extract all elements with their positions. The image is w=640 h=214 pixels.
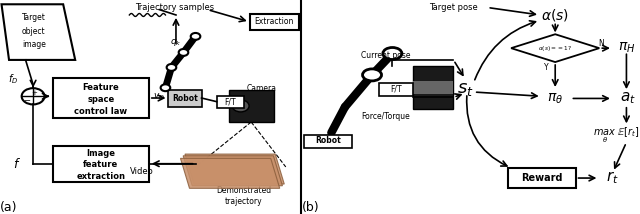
Text: $\alpha(s)$: $\alpha(s)$ (541, 7, 569, 23)
Text: Trajectory samples: Trajectory samples (135, 3, 214, 12)
Polygon shape (511, 34, 599, 62)
FancyBboxPatch shape (228, 90, 274, 122)
FancyBboxPatch shape (508, 168, 575, 188)
Text: Robot: Robot (172, 94, 198, 103)
Text: Demonstrated: Demonstrated (216, 186, 271, 195)
Polygon shape (185, 154, 284, 184)
FancyBboxPatch shape (413, 66, 453, 109)
FancyBboxPatch shape (413, 81, 453, 94)
Text: extraction: extraction (76, 172, 125, 181)
Text: object: object (22, 27, 45, 36)
FancyBboxPatch shape (168, 90, 202, 107)
Text: F/T: F/T (390, 85, 401, 94)
FancyBboxPatch shape (304, 135, 352, 148)
Text: Reward: Reward (521, 173, 563, 183)
Text: $v_D$: $v_D$ (154, 91, 165, 102)
Polygon shape (183, 156, 282, 186)
Text: Extraction: Extraction (255, 17, 294, 26)
Text: $\pi_H$: $\pi_H$ (618, 41, 635, 55)
Polygon shape (180, 158, 280, 188)
Polygon shape (1, 4, 76, 60)
Text: $q_k$: $q_k$ (170, 37, 182, 48)
Text: Target: Target (22, 13, 45, 22)
Text: $f$: $f$ (13, 157, 20, 171)
Text: (a): (a) (0, 201, 18, 214)
Text: image: image (22, 40, 45, 49)
Text: (b): (b) (302, 201, 320, 214)
Text: Current pose: Current pose (361, 51, 410, 60)
Text: feature: feature (83, 160, 118, 169)
FancyBboxPatch shape (216, 96, 244, 108)
Text: F/T: F/T (224, 97, 236, 106)
Text: Feature: Feature (83, 83, 119, 92)
FancyBboxPatch shape (250, 14, 300, 30)
Text: −: − (23, 97, 30, 106)
Text: Camera: Camera (246, 84, 276, 93)
Text: Target pose: Target pose (429, 3, 478, 12)
Text: trajectory: trajectory (225, 197, 262, 206)
Circle shape (383, 48, 402, 59)
FancyBboxPatch shape (52, 146, 149, 182)
Text: $f_D$: $f_D$ (8, 72, 19, 86)
Text: $r_t$: $r_t$ (607, 170, 620, 186)
Text: Video: Video (129, 167, 153, 176)
Text: Y: Y (545, 63, 549, 72)
Circle shape (166, 64, 176, 71)
FancyBboxPatch shape (379, 83, 413, 96)
Text: Force/Torque: Force/Torque (361, 112, 410, 121)
Circle shape (362, 69, 381, 81)
Circle shape (179, 49, 188, 56)
Circle shape (232, 100, 249, 112)
Text: $s_t$: $s_t$ (457, 80, 474, 98)
Text: space: space (87, 95, 115, 104)
Text: N: N (598, 39, 604, 48)
Text: $a_t$: $a_t$ (620, 91, 636, 106)
Circle shape (22, 88, 45, 104)
Text: $\pi_\theta$: $\pi_\theta$ (547, 91, 563, 106)
Text: $\underset{\theta}{max}\ \mathbb{E}[r_t]$: $\underset{\theta}{max}\ \mathbb{E}[r_t]… (593, 125, 639, 144)
Text: +: + (31, 90, 38, 96)
FancyBboxPatch shape (52, 78, 149, 118)
Text: Robot: Robot (315, 136, 341, 145)
Text: Image: Image (86, 149, 115, 158)
Text: $\alpha(s)==1$?: $\alpha(s)==1$? (538, 44, 572, 53)
Text: control law: control law (74, 107, 127, 116)
Circle shape (161, 84, 170, 91)
Circle shape (191, 33, 200, 40)
